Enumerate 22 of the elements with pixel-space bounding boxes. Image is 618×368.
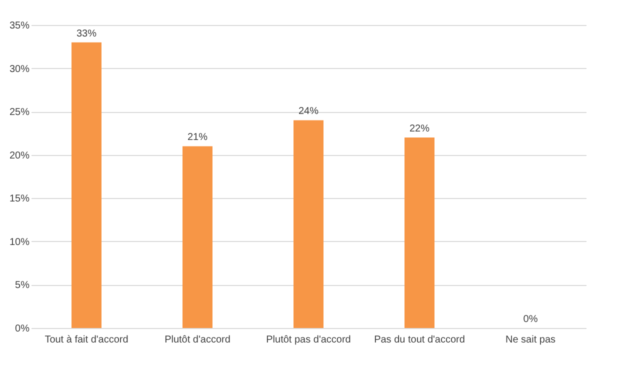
y-tick-label: 30% xyxy=(9,64,30,75)
data-label: 0% xyxy=(523,314,538,325)
x-tick-label: Pas du tout d'accord xyxy=(374,334,465,346)
y-tick-label: 0% xyxy=(15,324,30,334)
y-tick-label: 10% xyxy=(9,236,30,248)
data-label: 21% xyxy=(187,132,208,144)
y-tick-label: 25% xyxy=(9,107,30,118)
bar xyxy=(182,146,212,328)
x-tick-label: Plutôt pas d'accord xyxy=(266,334,351,346)
x-tick-label: Plutôt d'accord xyxy=(164,334,230,346)
data-label: 33% xyxy=(76,28,97,40)
data-label: 22% xyxy=(409,124,430,135)
y-tick-label: 35% xyxy=(9,20,30,32)
x-tick-label: Tout à fait d'accord xyxy=(44,334,128,346)
bar xyxy=(72,42,102,328)
bar xyxy=(294,120,324,328)
y-tick-label: 5% xyxy=(15,280,30,292)
data-label: 24% xyxy=(298,106,319,118)
bar xyxy=(404,138,434,328)
y-tick-label: 15% xyxy=(9,194,30,205)
x-tick-label: Ne sait pas xyxy=(505,334,556,346)
y-tick-label: 20% xyxy=(9,150,30,162)
